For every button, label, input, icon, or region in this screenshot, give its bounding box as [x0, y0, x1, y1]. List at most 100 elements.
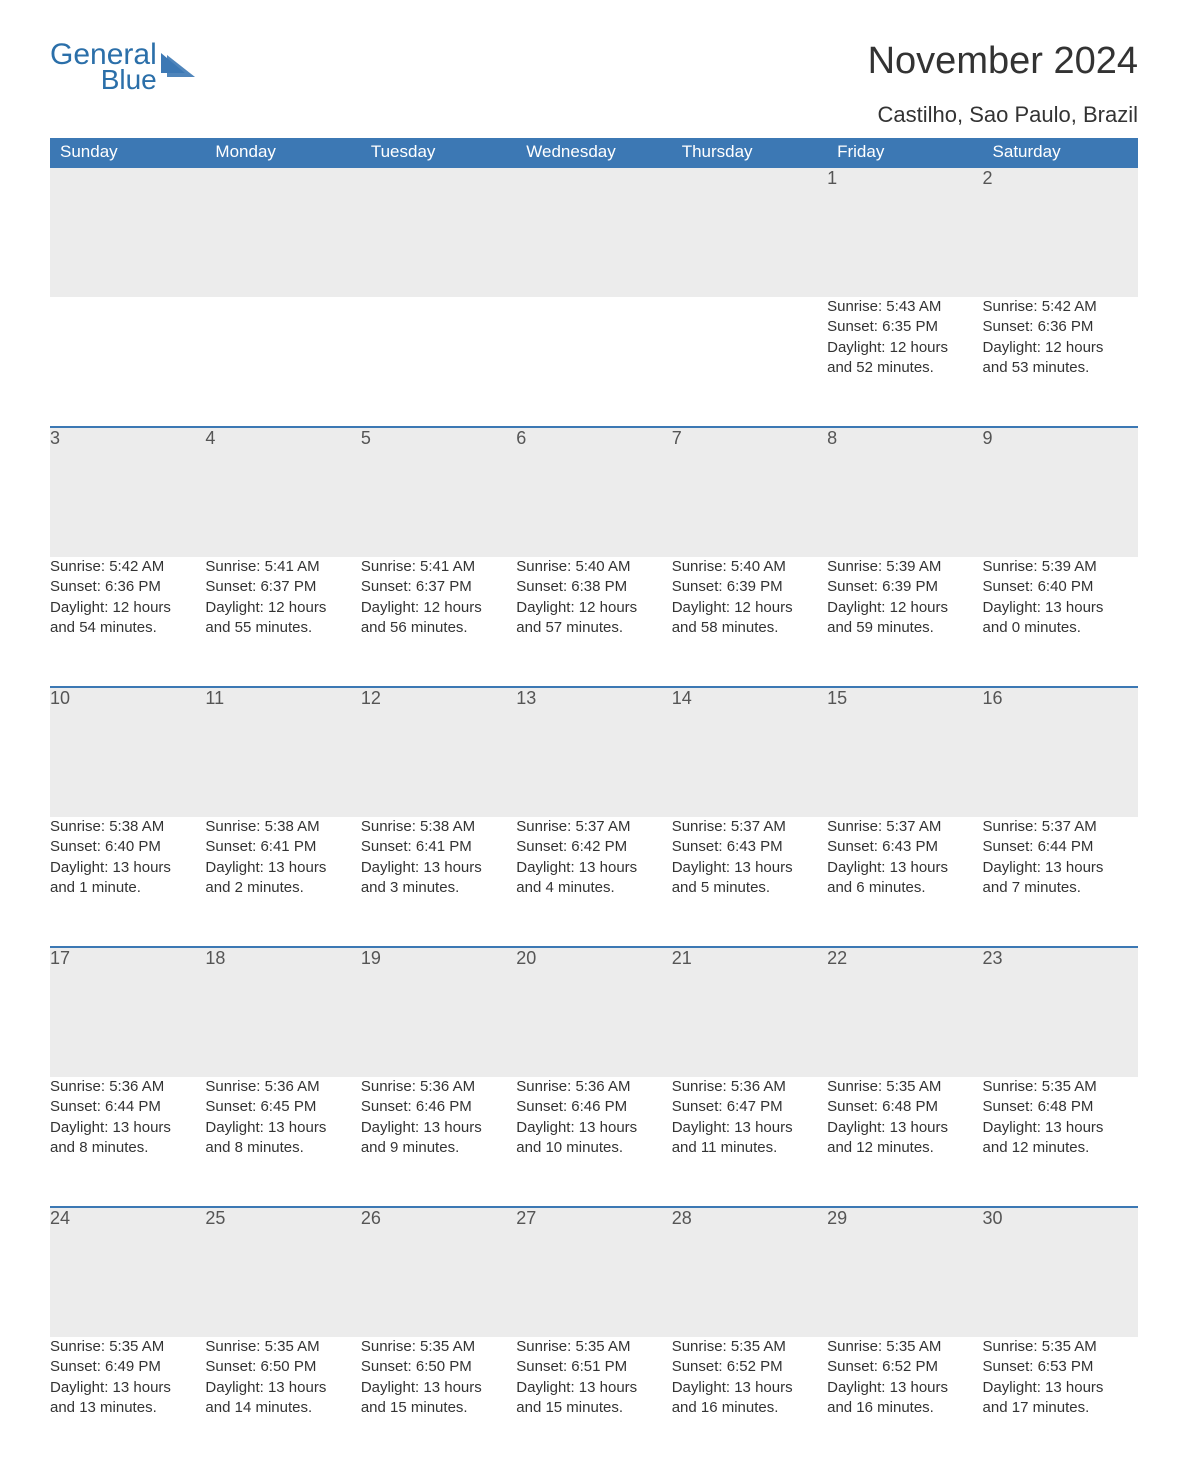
daylight-text-2: and 53 minutes. — [983, 358, 1138, 378]
day-details: Sunrise: 5:42 AMSunset: 6:36 PMDaylight:… — [983, 297, 1138, 427]
daylight-text-2: and 59 minutes. — [827, 618, 982, 638]
day-details: Sunrise: 5:37 AMSunset: 6:43 PMDaylight:… — [672, 817, 827, 947]
day-details: Sunrise: 5:38 AMSunset: 6:41 PMDaylight:… — [361, 817, 516, 947]
daylight-text-2: and 58 minutes. — [672, 618, 827, 638]
daylight-text-2: and 8 minutes. — [50, 1138, 205, 1158]
sunset-text: Sunset: 6:43 PM — [672, 837, 827, 857]
day-details: Sunrise: 5:41 AMSunset: 6:37 PMDaylight:… — [361, 557, 516, 687]
daylight-text-1: Daylight: 12 hours — [516, 598, 671, 618]
day-details: Sunrise: 5:35 AMSunset: 6:51 PMDaylight:… — [516, 1337, 671, 1467]
day-number-row: 10111213141516 — [50, 687, 1138, 817]
day-details: Sunrise: 5:36 AMSunset: 6:46 PMDaylight:… — [516, 1077, 671, 1207]
sunrise-text: Sunrise: 5:35 AM — [983, 1077, 1138, 1097]
month-title: November 2024 — [868, 40, 1138, 83]
sunrise-text: Sunrise: 5:35 AM — [50, 1337, 205, 1357]
empty-day-number — [361, 167, 516, 297]
daylight-text-2: and 17 minutes. — [983, 1398, 1138, 1418]
sunset-text: Sunset: 6:44 PM — [50, 1097, 205, 1117]
sunrise-text: Sunrise: 5:35 AM — [516, 1337, 671, 1357]
day-details: Sunrise: 5:36 AMSunset: 6:46 PMDaylight:… — [361, 1077, 516, 1207]
daylight-text-1: Daylight: 13 hours — [983, 1118, 1138, 1138]
daylight-text-2: and 52 minutes. — [827, 358, 982, 378]
day-details: Sunrise: 5:38 AMSunset: 6:41 PMDaylight:… — [205, 817, 360, 947]
daylight-text-2: and 16 minutes. — [827, 1398, 982, 1418]
sunrise-text: Sunrise: 5:37 AM — [516, 817, 671, 837]
day-details: Sunrise: 5:35 AMSunset: 6:52 PMDaylight:… — [827, 1337, 982, 1467]
sunset-text: Sunset: 6:51 PM — [516, 1357, 671, 1377]
day-details: Sunrise: 5:35 AMSunset: 6:50 PMDaylight:… — [205, 1337, 360, 1467]
day-number: 2 — [983, 167, 1138, 297]
weekday-header: Wednesday — [516, 138, 671, 167]
daylight-text-2: and 55 minutes. — [205, 618, 360, 638]
weekday-header-row: Sunday Monday Tuesday Wednesday Thursday… — [50, 138, 1138, 167]
daylight-text-1: Daylight: 13 hours — [516, 858, 671, 878]
sunset-text: Sunset: 6:36 PM — [983, 317, 1138, 337]
sunrise-text: Sunrise: 5:42 AM — [983, 297, 1138, 317]
sunrise-text: Sunrise: 5:36 AM — [50, 1077, 205, 1097]
day-details: Sunrise: 5:35 AMSunset: 6:48 PMDaylight:… — [827, 1077, 982, 1207]
day-number: 5 — [361, 427, 516, 557]
day-number: 22 — [827, 947, 982, 1077]
day-details: Sunrise: 5:35 AMSunset: 6:53 PMDaylight:… — [983, 1337, 1138, 1467]
daylight-text-1: Daylight: 13 hours — [205, 858, 360, 878]
sunset-text: Sunset: 6:45 PM — [205, 1097, 360, 1117]
empty-day-details — [361, 297, 516, 427]
day-details: Sunrise: 5:37 AMSunset: 6:43 PMDaylight:… — [827, 817, 982, 947]
day-number: 4 — [205, 427, 360, 557]
sunrise-text: Sunrise: 5:36 AM — [516, 1077, 671, 1097]
day-number: 26 — [361, 1207, 516, 1337]
day-number: 10 — [50, 687, 205, 817]
location-text: Castilho, Sao Paulo, Brazil — [50, 102, 1138, 128]
daylight-text-1: Daylight: 13 hours — [516, 1118, 671, 1138]
empty-day-details — [205, 297, 360, 427]
day-details: Sunrise: 5:37 AMSunset: 6:42 PMDaylight:… — [516, 817, 671, 947]
sunset-text: Sunset: 6:36 PM — [50, 577, 205, 597]
sunrise-text: Sunrise: 5:43 AM — [827, 297, 982, 317]
empty-day-number — [50, 167, 205, 297]
sunset-text: Sunset: 6:48 PM — [827, 1097, 982, 1117]
daylight-text-2: and 4 minutes. — [516, 878, 671, 898]
logo: General Blue — [50, 40, 197, 94]
sunrise-text: Sunrise: 5:42 AM — [50, 557, 205, 577]
sunset-text: Sunset: 6:40 PM — [983, 577, 1138, 597]
day-number-row: 12 — [50, 167, 1138, 297]
sunset-text: Sunset: 6:39 PM — [672, 577, 827, 597]
sunrise-text: Sunrise: 5:36 AM — [672, 1077, 827, 1097]
sunset-text: Sunset: 6:50 PM — [361, 1357, 516, 1377]
day-details-row: Sunrise: 5:38 AMSunset: 6:40 PMDaylight:… — [50, 817, 1138, 947]
sunset-text: Sunset: 6:46 PM — [516, 1097, 671, 1117]
sunrise-text: Sunrise: 5:39 AM — [983, 557, 1138, 577]
day-details: Sunrise: 5:39 AMSunset: 6:40 PMDaylight:… — [983, 557, 1138, 687]
sunrise-text: Sunrise: 5:37 AM — [672, 817, 827, 837]
daylight-text-2: and 12 minutes. — [983, 1138, 1138, 1158]
daylight-text-2: and 0 minutes. — [983, 618, 1138, 638]
day-number: 1 — [827, 167, 982, 297]
empty-day-details — [50, 297, 205, 427]
sunrise-text: Sunrise: 5:35 AM — [983, 1337, 1138, 1357]
day-number: 28 — [672, 1207, 827, 1337]
sunrise-text: Sunrise: 5:40 AM — [516, 557, 671, 577]
day-number: 15 — [827, 687, 982, 817]
weekday-header: Thursday — [672, 138, 827, 167]
daylight-text-1: Daylight: 13 hours — [827, 858, 982, 878]
daylight-text-1: Daylight: 12 hours — [827, 598, 982, 618]
day-number: 23 — [983, 947, 1138, 1077]
daylight-text-2: and 16 minutes. — [672, 1398, 827, 1418]
day-number: 21 — [672, 947, 827, 1077]
logo-text-blue: Blue — [50, 66, 157, 94]
daylight-text-1: Daylight: 13 hours — [361, 1118, 516, 1138]
day-details: Sunrise: 5:37 AMSunset: 6:44 PMDaylight:… — [983, 817, 1138, 947]
sunset-text: Sunset: 6:46 PM — [361, 1097, 516, 1117]
daylight-text-1: Daylight: 13 hours — [983, 1378, 1138, 1398]
daylight-text-2: and 9 minutes. — [361, 1138, 516, 1158]
weekday-header: Sunday — [50, 138, 205, 167]
daylight-text-1: Daylight: 12 hours — [672, 598, 827, 618]
daylight-text-2: and 57 minutes. — [516, 618, 671, 638]
day-number: 16 — [983, 687, 1138, 817]
day-number: 12 — [361, 687, 516, 817]
day-number: 25 — [205, 1207, 360, 1337]
empty-day-number — [672, 167, 827, 297]
day-number: 9 — [983, 427, 1138, 557]
day-details: Sunrise: 5:35 AMSunset: 6:52 PMDaylight:… — [672, 1337, 827, 1467]
sunrise-text: Sunrise: 5:39 AM — [827, 557, 982, 577]
